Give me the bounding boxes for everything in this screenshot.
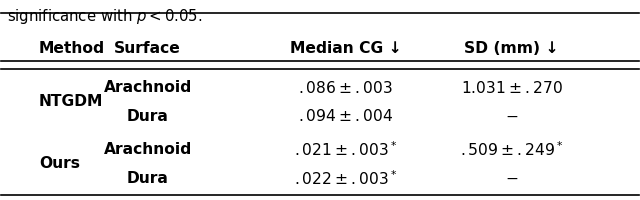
Text: SD (mm) ↓: SD (mm) ↓ [465,41,559,56]
Text: Dura: Dura [127,170,168,185]
Text: Method: Method [39,41,105,56]
Text: $-$: $-$ [505,170,518,185]
Text: $.509 \pm .249^*$: $.509 \pm .249^*$ [460,139,563,158]
Text: $-$: $-$ [505,108,518,123]
Text: $.021 \pm .003^*$: $.021 \pm .003^*$ [294,139,397,158]
Text: Median CG ↓: Median CG ↓ [290,41,401,56]
Text: Surface: Surface [114,41,181,56]
Text: Arachnoid: Arachnoid [104,80,192,95]
Text: Ours: Ours [39,156,80,171]
Text: $.086 \pm .003$: $.086 \pm .003$ [298,79,393,95]
Text: NTGDM: NTGDM [39,94,104,109]
Text: $.094 \pm .004$: $.094 \pm .004$ [298,108,393,124]
Text: significance with $p < 0.05$.: significance with $p < 0.05$. [7,7,202,26]
Text: Arachnoid: Arachnoid [104,141,192,156]
Text: $.022 \pm .003^*$: $.022 \pm .003^*$ [294,168,397,187]
Text: $1.031 \pm .270$: $1.031 \pm .270$ [461,79,563,95]
Text: Dura: Dura [127,108,168,123]
